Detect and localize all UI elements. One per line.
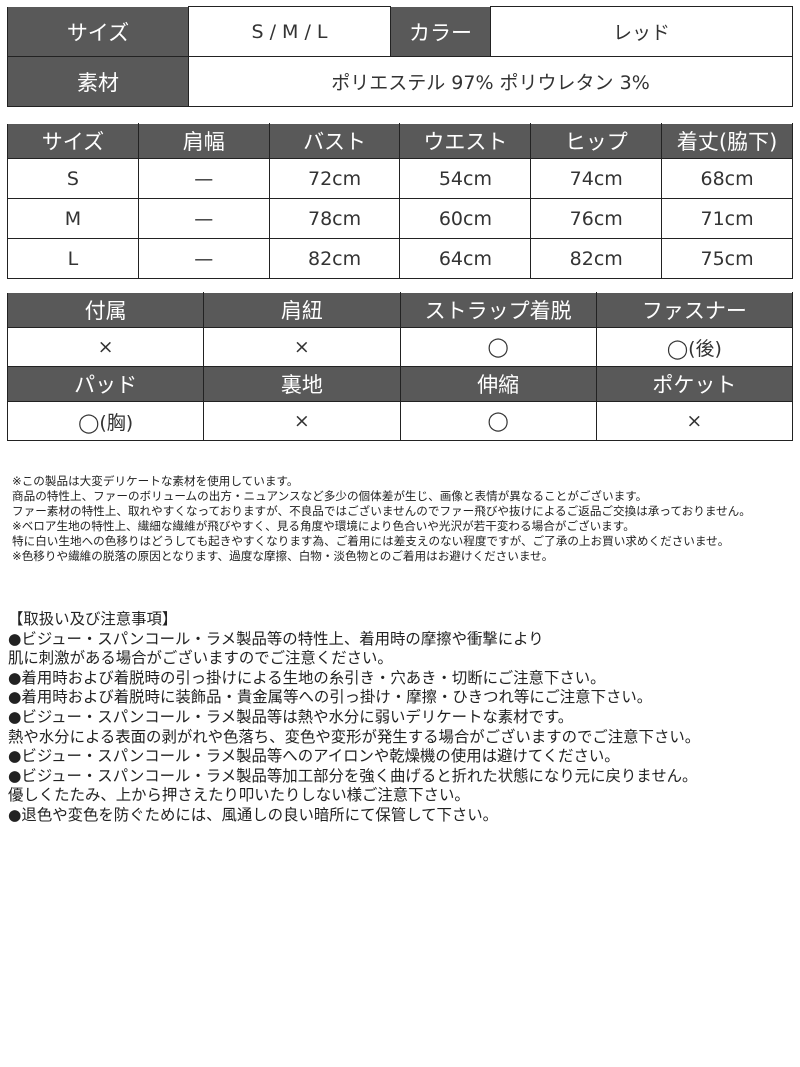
table-row-cell: — — [137, 238, 270, 279]
color-value: レッド — [490, 6, 793, 57]
features-table: 付属 肩紐 ストラップ着脱 ファスナー × × ◯ ◯(後) パッド 裏地 伸縮 ポケット ◯(胸) × ◯… — [6, 292, 794, 441]
notes-line: ファー素材の特性上、取れやすくなっておりますが、不良品ではございませんのでファー… — [12, 504, 751, 518]
product-notes: ※この製品は大変デリケートな素材を使用しています。 商品の特性上、ファーのボリュー… — [12, 474, 751, 564]
table-row-cell: 75cm — [661, 238, 793, 279]
table-row-cell: × — [595, 401, 794, 441]
size-value: S / M / L — [188, 6, 391, 57]
table-row-cell: × — [203, 327, 401, 367]
header-row: パッド 裏地 伸縮 ポケット — [6, 366, 794, 402]
table-row-cell: ◯ — [399, 327, 597, 367]
notes-line: 商品の特性上、ファーのボリュームの出方・ニュアンスなど多少の個体差が生じ、画像と… — [12, 489, 648, 503]
header-row-cell: 付属 — [6, 292, 205, 328]
table-row-cell: 82cm — [268, 238, 401, 279]
table-row-cell: — — [137, 198, 270, 239]
header-row-cell: ヒップ — [530, 123, 663, 159]
care-line: ●退色や変色を防ぐためには、風通しの良い暗所にて保管して下さい。 — [8, 805, 499, 824]
table-row-cell: ◯(後) — [595, 327, 794, 367]
table-row: ◯(胸) × ◯ × — [6, 401, 794, 441]
header-row-cell: パッド — [6, 366, 205, 402]
header-row-cell: 着丈(脇下) — [661, 123, 793, 159]
care-line: 肌に刺激がある場合がございますのでご注意ください。 — [8, 649, 393, 668]
material-label: 素材 — [7, 56, 189, 107]
table-row-cell: 54cm — [399, 158, 532, 199]
table-row-cell: 82cm — [530, 238, 663, 279]
header-row-cell: バスト — [268, 123, 401, 159]
table-row-cell: ◯(胸) — [6, 401, 205, 441]
notes-line: 特に白い生地への色移りはどうしても起きやすくなります為、ご着用には差支えのない程… — [12, 534, 730, 548]
care-instructions: 【取扱い及び注意事項】 ●ビジュー・スパンコール・ラメ製品等の特性上、着用時の摩擦… — [8, 610, 700, 826]
table-row-cell: 78cm — [268, 198, 401, 239]
table-row-cell: M — [7, 198, 139, 239]
header-row: 付属 肩紐 ストラップ着脱 ファスナー — [6, 292, 794, 328]
care-line: ●着用時および着脱時に装飾品・貴金属等への引っ掛け・摩擦・ひきつれ等にご注意下さ… — [8, 688, 653, 707]
color-label: カラー — [390, 6, 491, 57]
header-row-cell: ストラップ着脱 — [399, 292, 597, 328]
table-row: × × ◯ ◯(後) — [6, 327, 794, 367]
care-line: ●ビジュー・スパンコール・ラメ製品等の特性上、着用時の摩擦や衝撃により — [8, 629, 544, 648]
notes-line: ※ベロア生地の特性上、繊細な繊維が飛びやすく、見る角度や環境により色合いや光沢が… — [12, 519, 635, 533]
header-row-cell: 伸縮 — [399, 366, 597, 402]
table-row-cell: ◯ — [399, 401, 597, 441]
header-row-cell: ファスナー — [595, 292, 794, 328]
header-row-cell: 肩紐 — [203, 292, 401, 328]
header-row: サイズ 肩幅 バスト ウエスト ヒップ 着丈(脇下) — [7, 123, 793, 159]
header-row-cell: 肩幅 — [137, 123, 270, 159]
table-row-cell: — — [137, 158, 270, 199]
table-row: L —82cm 64cm 82cm 75cm — [7, 238, 793, 279]
care-line: ●ビジュー・スパンコール・ラメ製品等加工部分を強く曲げると折れた状態になり元に戻… — [8, 766, 698, 785]
table-row-cell: 71cm — [661, 198, 793, 239]
table-row-cell: 76cm — [530, 198, 663, 239]
notes-line: ※色移りや繊維の脱落の原因となります、過度な摩擦、白物・淡色物とのご着用はお避け… — [12, 549, 554, 563]
header-row-cell: ポケット — [595, 366, 794, 402]
care-line: 優しくたたみ、上から押さえたり叩いたりしない様ご注意下さい。 — [8, 786, 470, 805]
table-row-cell: 60cm — [399, 198, 532, 239]
care-line: ●ビジュー・スパンコール・ラメ製品等は熱や水分に弱いデリケートな素材です。 — [8, 707, 574, 726]
table-row-cell: S — [7, 158, 139, 199]
care-line: ●着用時および着脱時の引っ掛けによる生地の糸引き・穴あき・切断にご注意下さい。 — [8, 668, 606, 687]
table-row-cell: 74cm — [530, 158, 663, 199]
size-label: サイズ — [7, 6, 189, 57]
care-line: ●ビジュー・スパンコール・ラメ製品等へのアイロンや乾燥機の使用は避けてください。 — [8, 747, 620, 766]
notes-line: ※この製品は大変デリケートな素材を使用しています。 — [12, 474, 299, 488]
material-value: ポリエステル 97% ポリウレタン 3% — [188, 56, 793, 107]
care-line: 熱や水分による表面の剥がれや色落ち、変色や変形が発生する場合がございますのでご注… — [8, 727, 701, 746]
table-row: S —72cm 54cm 74cm 68cm — [7, 158, 793, 199]
table-row-cell: × — [6, 327, 205, 367]
table-row: M —78cm 60cm 76cm 71cm — [7, 198, 793, 239]
header-row-cell: ウエスト — [399, 123, 532, 159]
table-row-cell: 68cm — [661, 158, 793, 199]
table-row-cell: 72cm — [268, 158, 401, 199]
measurement-table: サイズ 肩幅 バスト ウエスト ヒップ 着丈(脇下) S —72cm 54cm 74cm 68cm M… — [7, 123, 793, 279]
table-row-cell: L — [7, 238, 139, 279]
summary-table: サイズ S / M / L カラー レッド 素材 ポリエステル 97% ポリウレタン 3… — [7, 6, 793, 107]
table-row-cell: × — [203, 401, 401, 441]
care-line: 【取扱い及び注意事項】 — [8, 610, 178, 628]
table-row-cell: 64cm — [399, 238, 532, 279]
header-row-cell: 裏地 — [203, 366, 401, 402]
header-row-cell: サイズ — [7, 123, 139, 159]
